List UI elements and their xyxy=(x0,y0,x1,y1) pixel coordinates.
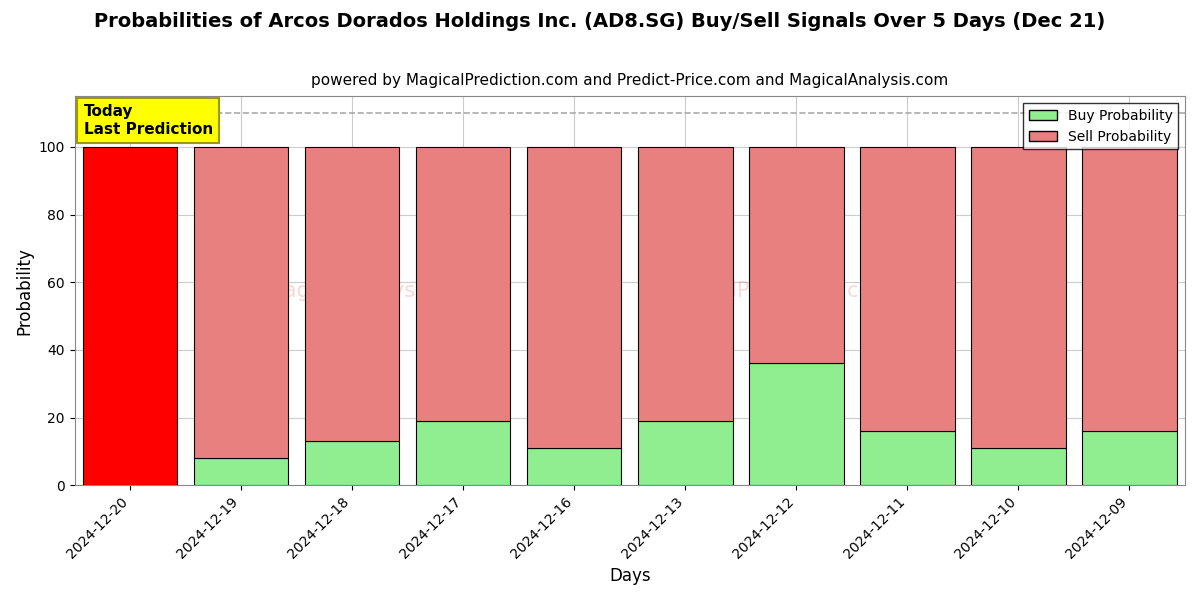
Bar xyxy=(83,147,178,485)
Text: Today
Last Prediction: Today Last Prediction xyxy=(84,104,212,137)
Bar xyxy=(416,147,510,421)
Bar xyxy=(194,147,288,458)
Bar xyxy=(305,147,400,441)
Title: powered by MagicalPrediction.com and Predict-Price.com and MagicalAnalysis.com: powered by MagicalPrediction.com and Pre… xyxy=(311,73,948,88)
Bar xyxy=(305,441,400,485)
Bar xyxy=(971,448,1066,485)
Bar xyxy=(971,147,1066,448)
Bar xyxy=(638,421,732,485)
Y-axis label: Probability: Probability xyxy=(16,247,34,335)
Bar xyxy=(860,147,955,431)
X-axis label: Days: Days xyxy=(610,567,650,585)
Bar xyxy=(527,147,622,448)
Text: Probabilities of Arcos Dorados Holdings Inc. (AD8.SG) Buy/Sell Signals Over 5 Da: Probabilities of Arcos Dorados Holdings … xyxy=(95,12,1105,31)
Bar xyxy=(860,431,955,485)
Bar xyxy=(749,364,844,485)
Bar xyxy=(416,421,510,485)
Bar xyxy=(1082,431,1177,485)
Bar xyxy=(749,147,844,364)
Bar xyxy=(1082,147,1177,431)
Legend: Buy Probability, Sell Probability: Buy Probability, Sell Probability xyxy=(1024,103,1178,149)
Bar xyxy=(638,147,732,421)
Bar xyxy=(527,448,622,485)
Bar xyxy=(194,458,288,485)
Text: MagicalAnalysis.com: MagicalAnalysis.com xyxy=(266,281,482,301)
Text: MagicalPrediction.com: MagicalPrediction.com xyxy=(656,281,892,301)
